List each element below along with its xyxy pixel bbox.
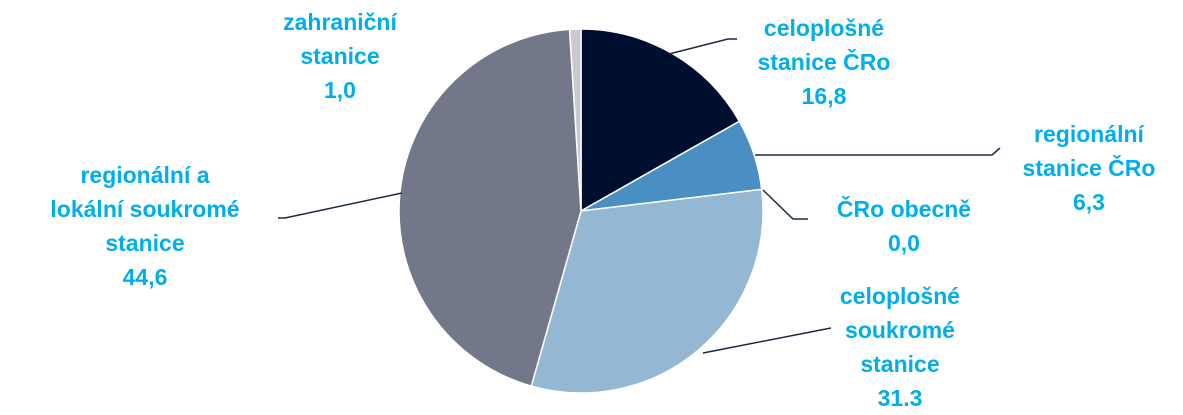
slice-label-line: regionální [1034, 121, 1146, 147]
pie-slice-4 [530, 188, 764, 394]
slice-label-line: ČRo obecně [837, 195, 971, 222]
slice-labels: celoplošné stanice ČRo 16,8 regionální stani… [50, 9, 1155, 411]
slice-label-line: stanice [105, 230, 184, 256]
slice-label-2: regionální stanice ČRo 6,3 [1023, 121, 1156, 215]
slice-label-line: soukromé [845, 317, 955, 343]
leader-lines [278, 38, 1001, 354]
leader-line-1 [668, 38, 737, 55]
slice-label-line: regionální a [80, 162, 209, 188]
slice-value-label: 0,0 [888, 230, 920, 256]
slice-label-line: celoplošné [840, 283, 960, 309]
slice-label-1: celoplošné stanice ČRo 16,8 [758, 15, 891, 109]
slice-value-label: 31.3 [878, 385, 923, 411]
leader-line-2 [755, 147, 1001, 156]
slice-label-line: stanice ČRo [758, 48, 891, 75]
slice-value-label: 6,3 [1073, 189, 1105, 215]
slice-label-line: stanice [300, 43, 379, 69]
slice-label-line: stanice [860, 351, 939, 377]
leader-line-5 [278, 192, 403, 219]
slice-value-label: 1,0 [324, 77, 356, 103]
pie-slice-6 [568, 28, 582, 212]
slice-label-line: celoplošné [764, 15, 884, 41]
slice-label-6: zahraniční stanice 1,0 [283, 9, 398, 103]
leader-line-4 [702, 327, 832, 354]
slice-label-4: celoplošné soukromé stanice 31.3 [840, 283, 960, 411]
slice-label-line: zahraniční [283, 9, 398, 35]
pie-slice-5 [398, 28, 582, 387]
slice-label-line: stanice ČRo [1023, 154, 1156, 181]
slice-label-5: regionální a lokální soukromé stanice 44,6 [50, 162, 239, 290]
slice-label-3: ČRo obecně 0,0 [837, 195, 971, 256]
pie-slices [398, 28, 764, 394]
slice-value-label: 16,8 [802, 83, 847, 109]
leader-line-3 [762, 189, 808, 220]
slice-value-label: 44,6 [123, 264, 168, 290]
slice-label-line: lokální soukromé [50, 196, 239, 222]
